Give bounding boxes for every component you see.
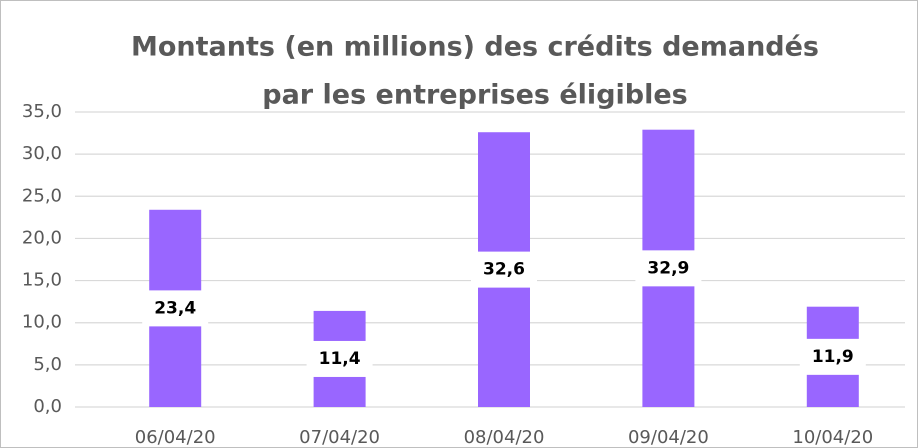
data-label: 11,4 <box>319 349 361 369</box>
y-tick-label: 10,0 <box>22 312 62 333</box>
data-label-box <box>142 290 209 327</box>
data-label-box <box>306 340 373 377</box>
y-tick-label: 20,0 <box>22 227 62 248</box>
y-tick-label: 25,0 <box>22 185 62 206</box>
chart-title: par les entreprises éligibles <box>262 80 688 111</box>
x-tick-label: 08/04/20 <box>464 427 545 448</box>
data-label-box <box>471 251 537 288</box>
data-label-box <box>799 338 866 375</box>
data-label: 23,4 <box>154 298 196 318</box>
y-tick-label: 30,0 <box>22 143 62 164</box>
y-tick-label: 35,0 <box>22 101 62 122</box>
y-tick-label: 0,0 <box>33 396 62 417</box>
y-tick-label: 15,0 <box>22 270 62 291</box>
data-label: 32,9 <box>647 258 689 278</box>
x-tick-label: 09/04/20 <box>628 427 709 448</box>
data-label-box <box>635 250 702 287</box>
x-tick-label: 07/04/20 <box>299 427 380 448</box>
data-label: 32,6 <box>483 260 525 280</box>
x-tick-label: 10/04/20 <box>792 427 873 448</box>
data-label: 11,9 <box>812 347 854 367</box>
x-tick-label: 06/04/20 <box>135 427 216 448</box>
chart-title: Montants (en millions) des crédits deman… <box>131 32 819 63</box>
y-tick-label: 5,0 <box>33 354 62 375</box>
